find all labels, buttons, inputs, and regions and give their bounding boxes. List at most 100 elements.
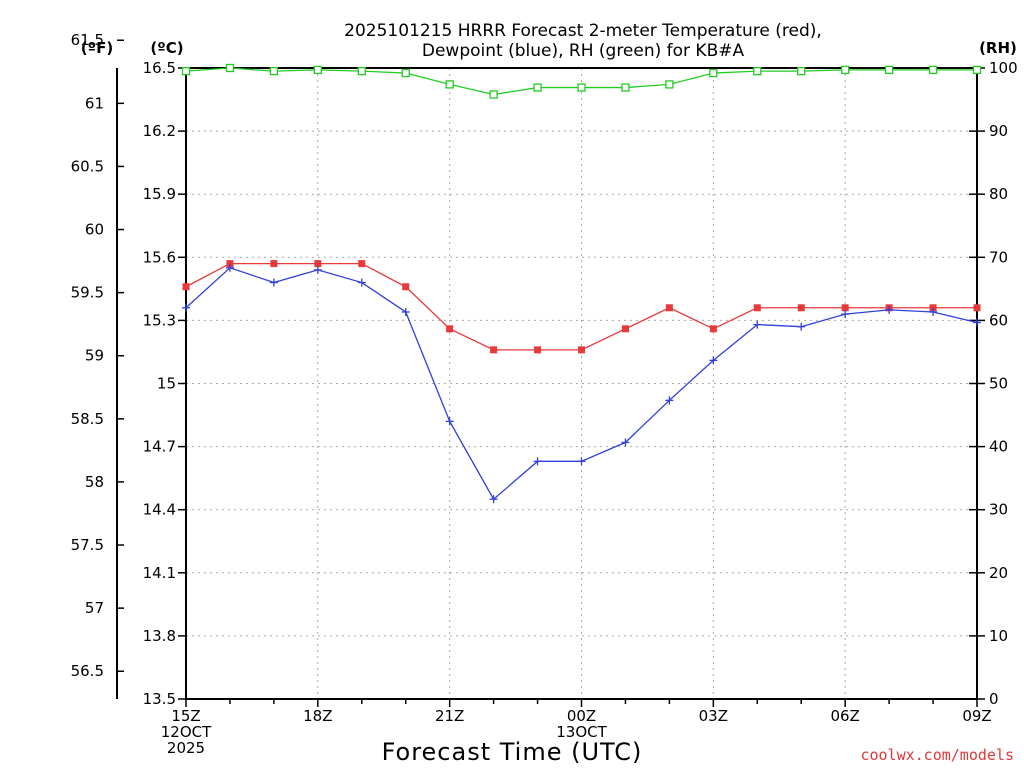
rh-point: [709, 68, 718, 78]
rh-point: [357, 67, 366, 76]
dewpoint-point: [182, 303, 190, 312]
y-celsius-tick-label: 15.9: [143, 185, 176, 203]
y-celsius-tick-label: 16.5: [143, 59, 176, 77]
x-tick-label: 03Z: [699, 707, 728, 725]
y-fahrenheit-tick-label: 61.5: [71, 31, 104, 49]
rh-point: [928, 65, 938, 75]
y-celsius-tick-label: 15.3: [143, 311, 176, 329]
y-fahrenheit-tick-label: 60: [85, 221, 104, 239]
x-tick-label: 12OCT: [161, 723, 212, 741]
temperature-point: [226, 260, 234, 268]
y-rh-tick-label: 0: [989, 690, 999, 708]
temperature-point: [709, 325, 717, 333]
dewpoint-point: [797, 322, 806, 331]
y-fahrenheit-tick-label: 61: [85, 94, 104, 112]
y-celsius-tick-label: 13.5: [143, 690, 176, 708]
y-rh-tick-label: 20: [989, 564, 1008, 582]
rh-point: [797, 67, 806, 76]
credit-text: coolwx.com/models: [860, 746, 1014, 764]
y-rh-tick-label: 100: [989, 59, 1018, 77]
y-rh-tick-label: 50: [989, 375, 1008, 393]
x-tick-label: 13OCT: [556, 723, 607, 741]
unit-fahrenheit: (ºF): [81, 39, 113, 57]
rh-point: [884, 65, 894, 75]
y-celsius-tick-label: 13.8: [143, 627, 176, 645]
y-celsius-tick-label: 14.4: [143, 501, 176, 519]
temperature-point: [270, 260, 278, 268]
temperature-point: [621, 325, 629, 333]
temperature-point: [578, 346, 585, 354]
dewpoint-point: [313, 265, 322, 274]
dewpoint-point: [929, 307, 938, 316]
dewpoint-point: [665, 396, 674, 405]
dewpoint-point: [621, 438, 630, 447]
dewpoint-point: [577, 457, 586, 466]
y-fahrenheit-tick-label: 57.5: [71, 536, 104, 554]
y-rh-tick-label: 90: [989, 122, 1008, 140]
chart-title-line1: 2025101215 HRRR Forecast 2-meter Tempera…: [344, 21, 822, 41]
x-axis-label: Forecast Time (UTC): [382, 738, 643, 766]
x-tick-label: 2025: [167, 739, 205, 757]
chart-title-line2: Dewpoint (blue), RH (green) for KB#A: [422, 41, 745, 61]
y-fahrenheit-tick-label: 59.5: [71, 284, 104, 302]
y-rh-tick-label: 80: [989, 185, 1008, 203]
rh-point: [753, 67, 762, 76]
y-celsius-tick-label: 14.7: [143, 438, 176, 456]
temperature-point: [753, 304, 761, 312]
dewpoint-point: [753, 320, 762, 329]
rh-point: [972, 65, 982, 75]
temperature-point: [973, 304, 981, 312]
y-rh-tick-label: 10: [989, 627, 1008, 645]
axes: 13.5 13.8 14.1 14.4 14.7 15 15.3 15.6 15.9 16.2 16…: [71, 31, 1018, 757]
dewpoint-point: [269, 278, 278, 287]
unit-celsius: (ºC): [150, 39, 183, 57]
rh-point: [401, 68, 410, 78]
y-rh-tick-label: 30: [989, 501, 1008, 519]
rh-point: [533, 83, 542, 92]
rh-point: [841, 65, 850, 75]
temperature-point: [665, 304, 673, 312]
x-tick-label: 09Z: [962, 707, 991, 725]
dewpoint-point: [489, 495, 498, 504]
y-fahrenheit-tick-label: 60.5: [71, 157, 104, 175]
rh-point: [313, 65, 322, 75]
temperature-point: [534, 346, 542, 354]
x-tick-label: 06Z: [830, 707, 859, 725]
temperature-point: [929, 304, 937, 312]
dewpoint-point: [709, 356, 718, 365]
y-celsius-tick-label: 15: [157, 375, 176, 393]
dewpoint-point: [357, 278, 366, 287]
dewpoint-point: [533, 457, 542, 466]
temperature-point: [490, 346, 498, 354]
rh-point: [577, 83, 586, 92]
grid: [186, 68, 977, 699]
series-line-temperature: [185, 262, 977, 351]
temperature-point: [182, 283, 190, 291]
y-fahrenheit-tick-label: 58: [85, 473, 104, 491]
dewpoint-point: [973, 318, 981, 327]
temperature-point: [402, 283, 410, 291]
x-tick-label: 21Z: [435, 707, 464, 725]
unit-rh: (RH): [979, 39, 1017, 57]
temperature-point: [797, 304, 805, 312]
rh-point: [445, 80, 454, 89]
dewpoint-point: [401, 307, 410, 316]
y-fahrenheit-tick-label: 56.5: [71, 662, 104, 680]
y-rh-tick-label: 60: [989, 311, 1008, 329]
y-celsius-tick-label: 15.6: [143, 248, 176, 266]
y-fahrenheit-tick-label: 58.5: [71, 410, 104, 428]
rh-point: [269, 67, 279, 76]
x-tick-label: 00Z: [567, 707, 596, 725]
y-celsius-tick-label: 16.2: [143, 122, 176, 140]
temperature-point: [358, 260, 366, 268]
series-layer: [181, 63, 982, 504]
dewpoint-point: [445, 417, 454, 426]
temperature-point: [314, 260, 322, 268]
x-tick-label: 15Z: [171, 707, 200, 725]
dewpoint-point: [841, 310, 850, 319]
rh-point: [181, 67, 191, 76]
rh-point: [621, 83, 630, 92]
y-rh-tick-label: 40: [989, 438, 1008, 456]
dewpoint-point: [885, 305, 894, 314]
